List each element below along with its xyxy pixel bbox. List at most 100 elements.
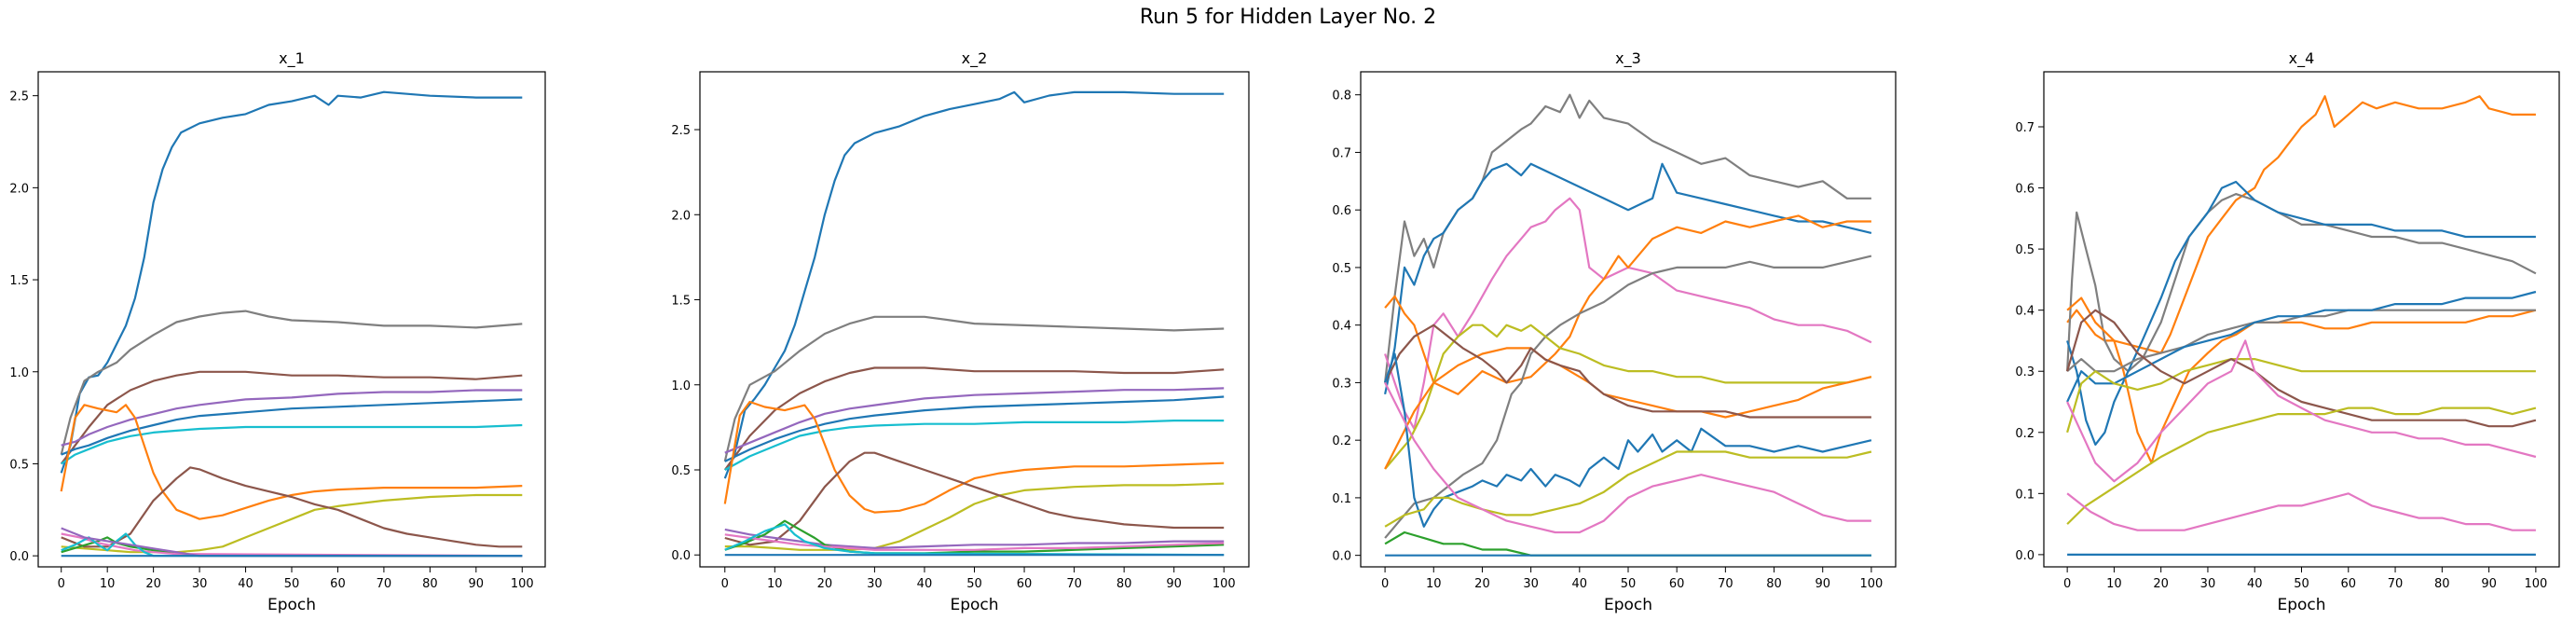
- y-tick-label: 2.0: [9, 182, 29, 196]
- x-tick-label: 90: [1815, 577, 1830, 591]
- series-line-1: [60, 90, 523, 474]
- series-group: [1384, 93, 1872, 557]
- y-tick-label: 1.5: [9, 274, 29, 288]
- series-group: [723, 90, 1225, 557]
- series-line-11: [2066, 492, 2536, 531]
- y-tick-label: 0.4: [1332, 320, 1351, 334]
- series-line-6: [61, 423, 523, 465]
- x-tick-label: 100: [2524, 577, 2547, 591]
- series-line-9: [61, 466, 523, 548]
- x-axis-label: Epoch: [267, 596, 316, 614]
- x-tick-label: 70: [377, 577, 392, 591]
- subplot-2: 0 10 20 30 40 50 60 70 80 90 100 0.0 0.5 1.0 1.5 2.0 2.5…: [671, 49, 1250, 614]
- series-line-3: [723, 366, 1225, 471]
- y-tick-label: 0.4: [2015, 305, 2035, 319]
- x-tick-label: 0: [721, 577, 729, 591]
- series-line-3: [60, 370, 523, 465]
- x-tick-label: 20: [145, 577, 161, 591]
- plot-frame: [2043, 71, 2560, 568]
- x-tick-label: 30: [2200, 577, 2216, 591]
- y-tick-label: 0.2: [2015, 427, 2035, 441]
- series-line-4: [724, 387, 1225, 454]
- series-line-4: [1384, 214, 1871, 395]
- series-line-8: [724, 482, 1225, 551]
- y-tick-label: 1.5: [671, 295, 691, 309]
- y-tick-label: 0.0: [2015, 549, 2035, 563]
- x-tick-label: 30: [192, 577, 208, 591]
- y-tick-label: 1.0: [9, 366, 29, 380]
- series-line-5: [724, 395, 1225, 462]
- series-line-2: [1384, 162, 1872, 395]
- series-line-4: [2066, 296, 2537, 464]
- x-tick-label: 70: [2388, 577, 2404, 591]
- x-tick-label: 40: [2247, 577, 2263, 591]
- series-line-5: [2066, 309, 2536, 373]
- series-line-1: [2066, 95, 2536, 354]
- series-line-7: [723, 400, 1225, 514]
- y-tick-label: 0.5: [9, 458, 29, 472]
- x-tick-label: 90: [469, 577, 485, 591]
- x-tick-label: 80: [422, 577, 438, 591]
- x-tick-label: 10: [1426, 577, 1442, 591]
- series-line-9: [724, 451, 1225, 546]
- y-tick-label: 0.0: [9, 550, 29, 564]
- x-tick-label: 20: [817, 577, 833, 591]
- x-tick-label: 60: [1669, 577, 1685, 591]
- x-tick-label: 20: [2153, 577, 2169, 591]
- series-line-10: [724, 528, 1225, 549]
- subplot-3: 0 10 20 30 40 50 60 70 80 90 100 0.0 0.1 0.2 0.3 0.4 0.5…: [1332, 49, 1897, 614]
- series-line-2: [2066, 193, 2537, 373]
- y-tick-label: 0.1: [1332, 492, 1351, 506]
- x-tick-label: 0: [58, 577, 65, 591]
- series-line-12: [724, 533, 1225, 551]
- subplot-title: x_4: [2289, 49, 2315, 68]
- y-tick-label: 0.3: [1332, 377, 1351, 391]
- series-line-8: [2066, 309, 2537, 428]
- x-tick-label: 20: [1474, 577, 1490, 591]
- x-tick-label: 60: [2340, 577, 2356, 591]
- x-tick-label: 80: [1766, 577, 1782, 591]
- y-tick-label: 2.0: [671, 209, 691, 223]
- subplot-1: 0 10 20 30 40 50 60 70 80 90 100 0.0 0.5 1.0 1.5 2.0 2.5…: [9, 49, 546, 614]
- y-tick-label: 0.7: [2015, 121, 2035, 135]
- series-line-12: [61, 532, 523, 558]
- x-tick-label: 50: [2294, 577, 2309, 591]
- series-line-11: [1384, 381, 1871, 534]
- y-tick-label: 0.5: [2015, 243, 2035, 257]
- subplot-title: x_2: [962, 49, 988, 68]
- series-line-6: [2066, 290, 2537, 403]
- y-tick-label: 0.1: [2015, 488, 2035, 502]
- y-tick-label: 0.6: [1332, 204, 1351, 218]
- series-line-7: [1384, 347, 1872, 470]
- series-line-5: [61, 398, 523, 456]
- series-line-9: [1384, 352, 1872, 528]
- y-tick-label: 0.2: [1332, 434, 1351, 448]
- series-line-8: [61, 493, 523, 554]
- x-tick-label: 40: [238, 577, 253, 591]
- y-tick-label: 1.0: [671, 379, 691, 393]
- series-line-7: [60, 404, 523, 520]
- subplot-title: x_3: [1615, 49, 1641, 68]
- y-tick-label: 0.3: [2015, 365, 2035, 379]
- x-tick-label: 10: [2106, 577, 2122, 591]
- series-line-10: [2066, 339, 2537, 483]
- series-group: [2066, 95, 2537, 556]
- x-tick-label: 100: [1859, 577, 1883, 591]
- series-line-6: [1384, 324, 1872, 470]
- y-tick-label: 0.0: [1332, 550, 1351, 564]
- x-tick-label: 70: [1718, 577, 1733, 591]
- x-tick-label: 0: [1381, 577, 1389, 591]
- subplot-title: x_1: [279, 49, 305, 68]
- x-axis-label: Epoch: [950, 596, 998, 614]
- x-tick-label: 60: [330, 577, 346, 591]
- series-line-2: [60, 310, 523, 455]
- series-line-1: [723, 90, 1225, 479]
- x-tick-label: 0: [2063, 577, 2071, 591]
- x-tick-label: 80: [1117, 577, 1132, 591]
- x-tick-label: 90: [1166, 577, 1182, 591]
- y-tick-label: 0.7: [1332, 146, 1351, 160]
- y-tick-label: 2.5: [671, 124, 691, 138]
- x-tick-label: 100: [1213, 577, 1236, 591]
- figure-title: Run 5 for Hidden Layer No. 2: [1139, 6, 1437, 29]
